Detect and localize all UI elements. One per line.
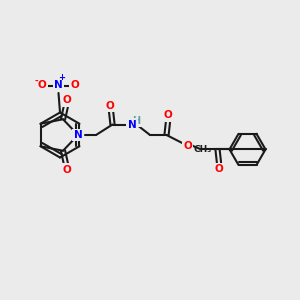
Text: N: N: [128, 119, 136, 130]
Text: O: O: [164, 110, 172, 121]
Text: O: O: [38, 80, 46, 91]
Text: N: N: [74, 130, 82, 140]
Text: H: H: [133, 116, 141, 126]
Text: N: N: [54, 80, 63, 91]
Text: O: O: [70, 80, 80, 91]
Text: +: +: [58, 74, 66, 82]
Text: O: O: [62, 95, 71, 105]
Text: O: O: [62, 165, 71, 175]
Text: -: -: [35, 76, 38, 85]
Text: O: O: [214, 164, 224, 174]
Text: O: O: [183, 141, 192, 152]
Text: O: O: [105, 100, 114, 111]
Text: CH₃: CH₃: [193, 145, 212, 154]
